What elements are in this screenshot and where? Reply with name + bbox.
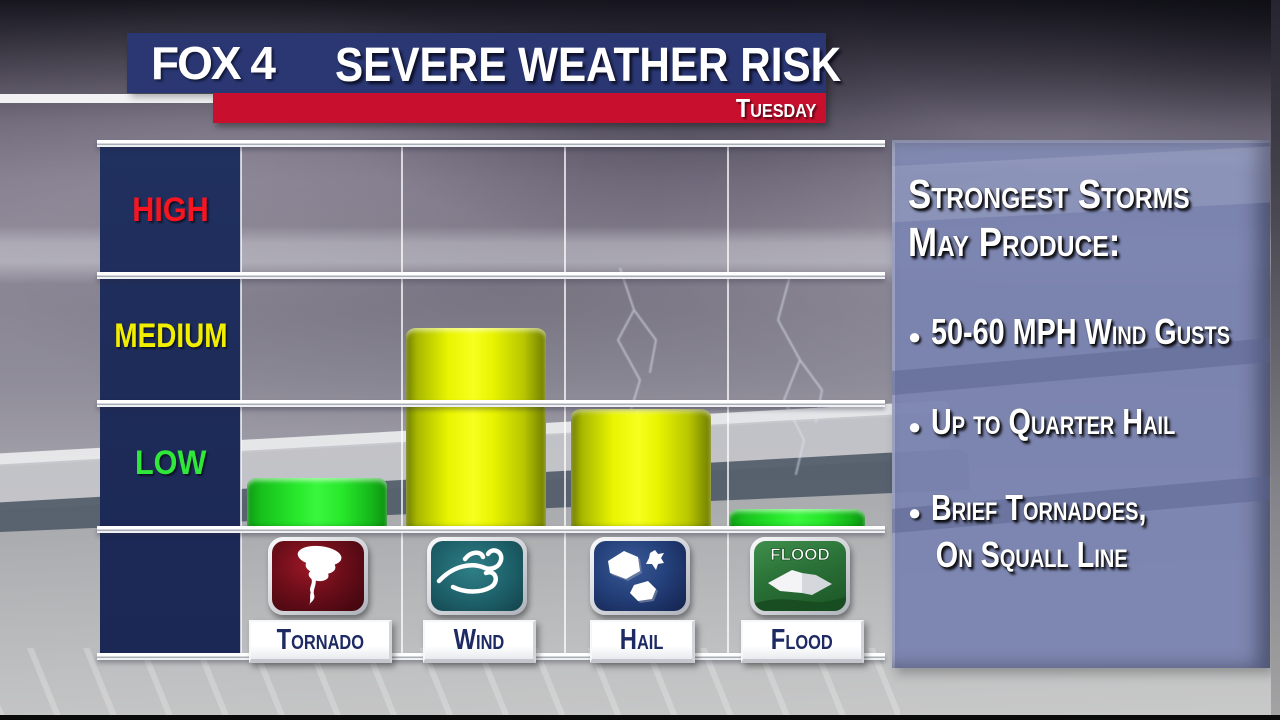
bullet-icon: ●	[908, 414, 922, 439]
info-panel: Strongest Storms May Produce: ● 50-60 MP…	[892, 140, 1270, 668]
bar-wind	[406, 328, 546, 527]
gridline-horizontal	[97, 272, 885, 279]
gridline-horizontal	[97, 526, 885, 533]
gridline-horizontal	[97, 400, 885, 407]
bar-hail	[571, 409, 711, 527]
wind-icon-tile	[427, 537, 527, 615]
hail-icon	[608, 550, 664, 603]
header-bar: FOX 4 SEVERE WEATHER RISK	[127, 33, 841, 93]
day-banner: Tuesday	[213, 93, 826, 123]
category-label-tornado: Tornado	[249, 620, 392, 663]
category-label-flood: Flood	[741, 620, 864, 663]
hail-icon-tile	[590, 537, 690, 615]
svg-text:FLOOD: FLOOD	[770, 545, 830, 564]
bullet-tornadoes: ● Brief Tornadoes, On Squall Line	[908, 487, 1147, 575]
flood-icon-tile: FLOOD	[750, 537, 850, 615]
tornado-icon-tile	[268, 537, 368, 615]
bullet-icon: ●	[908, 500, 922, 525]
category-label-hail: Hail	[590, 620, 695, 663]
category-label-wind: Wind	[423, 620, 536, 663]
day-label: Tuesday	[735, 93, 816, 123]
fox4-logo: FOX 4	[151, 37, 276, 89]
bullet-wind-gusts: ● 50-60 MPH Wind Gusts	[908, 311, 1231, 352]
tornado-icon	[297, 545, 342, 606]
page-title: SEVERE WEATHER RISK	[335, 39, 842, 92]
bar-flood	[729, 509, 865, 527]
panel-heading: Strongest Storms May Produce:	[908, 171, 1190, 265]
left-accent-strip	[0, 94, 214, 103]
wind-icon	[436, 548, 504, 594]
screen-right-edge	[1271, 0, 1280, 716]
bullet-icon: ●	[908, 324, 922, 349]
screen-bottom-bar	[0, 715, 1280, 720]
bar-tornado	[247, 478, 387, 527]
row-label-medium: MEDIUM	[113, 317, 228, 355]
flood-icon: FLOOD	[754, 545, 846, 611]
row-label-low: LOW	[134, 444, 207, 482]
gridline-horizontal	[97, 140, 885, 147]
bullet-hail: ● Up to Quarter Hail	[908, 401, 1176, 442]
row-label-high: HIGH	[132, 191, 209, 229]
